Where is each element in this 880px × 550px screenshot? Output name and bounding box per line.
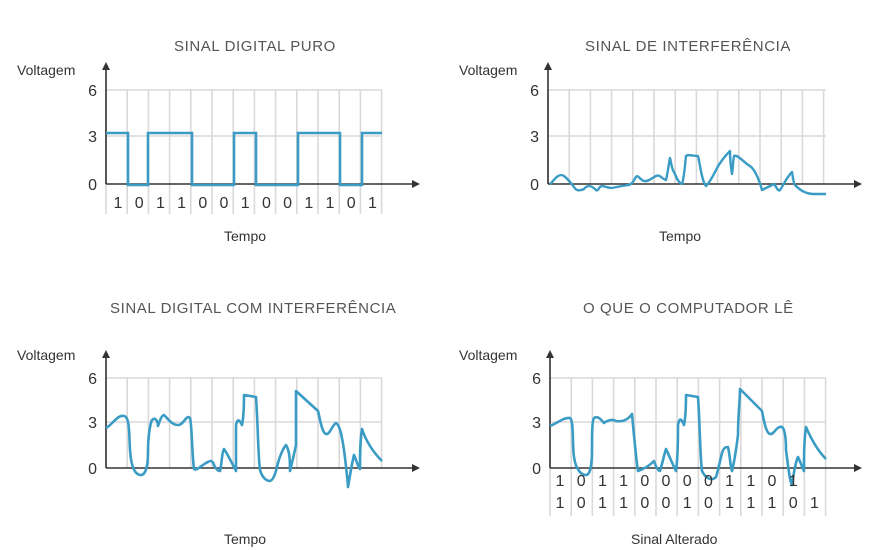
- signal-line: [105, 389, 383, 489]
- bit-label-top: 0: [683, 473, 692, 490]
- panel-title: SINAL DIGITAL COM INTERFERÊNCIA: [110, 300, 397, 317]
- bit-label: 0: [283, 195, 292, 212]
- panel-title: O QUE O COMPUTADOR LÊ: [583, 300, 794, 317]
- bit-label-top: 1: [725, 473, 734, 490]
- y-ticks: 6 3 0: [532, 371, 541, 478]
- x-axis-arrow: [412, 464, 420, 472]
- y-tick-label: 0: [88, 461, 97, 478]
- panel-title: SINAL DE INTERFERÊNCIA: [585, 38, 792, 55]
- signal-line: [106, 131, 382, 187]
- x-axis-label: Tempo: [224, 228, 267, 244]
- signal-line: [549, 149, 826, 196]
- bit-label-top: 0: [640, 473, 649, 490]
- chart-digital-with-interference: 6 3 0: [88, 350, 420, 489]
- chart-interference: 6 3 0: [530, 62, 862, 196]
- bit-label: 0: [789, 495, 798, 512]
- bit-label: 0: [135, 195, 144, 212]
- x-axis-label: Sinal Alterado: [631, 531, 718, 547]
- bit-label-top: 1: [619, 473, 628, 490]
- y-axis-label: Voltagem: [17, 347, 76, 363]
- bit-label: 1: [810, 495, 819, 512]
- bit-label: 0: [220, 195, 229, 212]
- y-tick-label: 6: [88, 371, 97, 388]
- axes: [102, 62, 420, 188]
- bit-label-top: 0: [704, 473, 713, 490]
- y-ticks: 6 3 0: [88, 371, 97, 478]
- y-ticks: 6 3 0: [88, 83, 97, 194]
- bit-label: 1: [241, 195, 250, 212]
- y-tick-label: 0: [88, 177, 97, 194]
- bit-label-top: 0: [768, 473, 777, 490]
- y-tick-label: 0: [530, 177, 539, 194]
- y-axis-label: Voltagem: [459, 347, 518, 363]
- bit-label: 1: [326, 195, 335, 212]
- panel-digital-with-interference: SINAL DIGITAL COM INTERFERÊNCIA Voltagem…: [0, 275, 440, 550]
- bit-label: 0: [662, 495, 671, 512]
- bit-label: 1: [156, 195, 165, 212]
- y-tick-label: 3: [88, 415, 97, 432]
- bit-label: 1: [598, 495, 607, 512]
- signal-line: [549, 387, 827, 487]
- x-axis-arrow: [412, 180, 420, 188]
- bit-label: 0: [262, 195, 271, 212]
- bit-label-top: 0: [577, 473, 586, 490]
- y-tick-label: 3: [532, 415, 541, 432]
- y-axis-arrow: [102, 350, 110, 358]
- y-axis-label: Voltagem: [17, 62, 76, 78]
- y-axis-arrow: [544, 62, 552, 70]
- y-tick-label: 6: [530, 83, 539, 100]
- axes: [102, 350, 420, 472]
- panel-computer-reads: O QUE O COMPUTADOR LÊ Voltagem Sinal Alt…: [440, 275, 880, 550]
- y-ticks: 6 3 0: [530, 83, 539, 194]
- bit-label-top: 0: [662, 473, 671, 490]
- grid: [547, 89, 826, 184]
- y-tick-label: 6: [532, 371, 541, 388]
- x-axis-arrow: [854, 180, 862, 188]
- panel-title: SINAL DIGITAL PURO: [174, 38, 336, 55]
- bit-label: 1: [768, 495, 777, 512]
- bit-label: 1: [368, 195, 377, 212]
- bit-label: 0: [640, 495, 649, 512]
- x-axis-label: Tempo: [659, 228, 702, 244]
- bit-label: 0: [704, 495, 713, 512]
- y-tick-label: 6: [88, 83, 97, 100]
- y-tick-label: 0: [532, 461, 541, 478]
- bit-label-top: 1: [598, 473, 607, 490]
- y-tick-label: 3: [88, 129, 97, 146]
- x-axis-arrow: [854, 464, 862, 472]
- bit-label-altered: 1: [725, 495, 734, 512]
- x-axis-label: Tempo: [224, 531, 267, 547]
- bit-label: 1: [304, 195, 313, 212]
- bit-label: 0: [198, 195, 207, 212]
- bit-label: 1: [177, 195, 186, 212]
- y-axis-arrow: [102, 62, 110, 70]
- bit-label: 1: [556, 495, 565, 512]
- bit-label-top: 1: [789, 473, 798, 490]
- bit-label: 1: [683, 495, 692, 512]
- bit-label: 1: [114, 195, 123, 212]
- y-axis-arrow: [546, 350, 554, 358]
- y-axis-label: Voltagem: [459, 62, 518, 78]
- axes: [546, 350, 862, 472]
- bit-label: 1: [619, 495, 628, 512]
- bit-label-top: 1: [556, 473, 565, 490]
- axes: [544, 62, 862, 188]
- bit-label: 0: [577, 495, 586, 512]
- panel-interference: SINAL DE INTERFERÊNCIA Voltagem Tempo 6 3…: [440, 0, 880, 275]
- bit-label: 0: [347, 195, 356, 212]
- y-tick-label: 3: [530, 129, 539, 146]
- bit-label-top: 1: [746, 473, 755, 490]
- bit-label: 1: [746, 495, 755, 512]
